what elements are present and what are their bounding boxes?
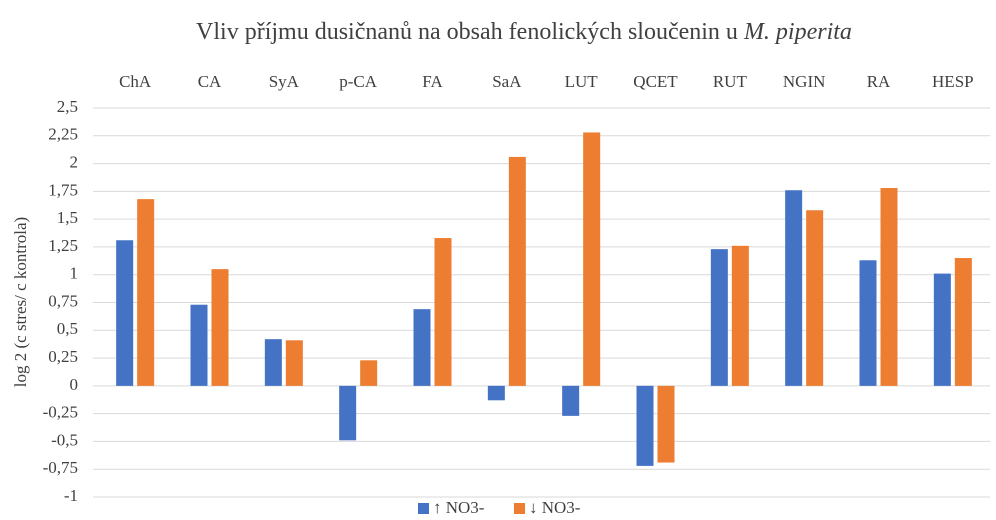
category-label: QCET [633,72,678,91]
y-tick-label: 1,5 [57,208,78,227]
bar [211,269,229,386]
bar [731,245,749,386]
bar [636,385,654,466]
legend-swatch [514,503,525,514]
category-label: p-CA [339,72,378,91]
y-tick-label: -0,25 [43,403,78,422]
bar [137,199,155,386]
y-tick-label: -0,75 [43,458,78,477]
y-tick-label: -1 [64,486,78,505]
category-label: RUT [713,72,748,91]
bar [933,273,951,386]
bar [413,309,431,386]
y-tick-label: 0 [70,375,79,394]
y-tick-label: 0,5 [57,319,78,338]
category-label: FA [422,72,443,91]
bar [710,249,728,386]
bar [264,339,282,386]
y-tick-label: 2 [70,152,79,171]
y-tick-label: -0,5 [51,430,78,449]
bar [360,360,378,386]
y-tick-label: 1,75 [48,180,78,199]
category-label: CA [198,72,222,91]
category-label: LUT [565,72,599,91]
bar [657,385,675,463]
legend-label: ↓ NO3- [529,498,581,517]
bar [583,132,601,386]
chart-title: Vliv příjmu dusičnanů na obsah fenolický… [196,19,852,45]
bar [880,188,898,386]
bar [508,156,526,386]
category-label: RA [867,72,891,91]
bar [339,385,357,441]
category-label: SaA [492,72,522,91]
legend-label: ↑ NO3- [433,498,485,517]
y-tick-label: 2,5 [57,97,78,116]
y-tick-label: 1,25 [48,236,78,255]
y-axis-label: log 2 (c stres/ c kontrola) [11,217,30,387]
category-label: SyA [269,72,300,91]
category-label: NGIN [783,72,826,91]
bar [785,190,803,386]
category-label: ChA [119,72,152,91]
bar [190,304,208,386]
bar [859,260,877,386]
title-species: M. piperita [743,19,852,45]
category-label: HESP [932,72,974,91]
bar [562,385,580,416]
title-main: Vliv příjmu dusičnanů na obsah fenolický… [196,19,744,45]
y-tick-label: 2,25 [48,125,78,144]
legend-swatch [418,503,429,514]
bar [806,210,824,386]
y-tick-label: 0,75 [48,291,78,310]
bar [954,258,972,386]
y-tick-label: 0,25 [48,347,78,366]
bar [487,385,505,401]
y-tick-label: 1 [70,264,79,283]
bar [116,240,134,386]
bar [434,238,452,386]
bar [285,340,303,386]
